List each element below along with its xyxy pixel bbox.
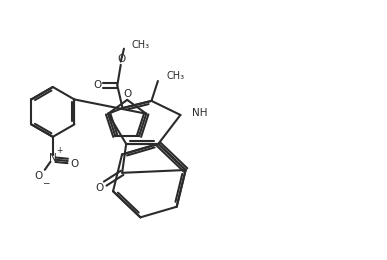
- Text: O: O: [34, 171, 43, 181]
- Text: O: O: [117, 54, 126, 64]
- Text: O: O: [93, 80, 101, 90]
- Text: O: O: [123, 89, 131, 99]
- Text: −: −: [42, 178, 50, 187]
- Text: NH: NH: [192, 108, 207, 118]
- Text: +: +: [57, 146, 63, 155]
- Text: O: O: [70, 159, 78, 169]
- Text: N: N: [48, 153, 56, 163]
- Text: CH₃: CH₃: [167, 71, 185, 81]
- Text: O: O: [96, 184, 104, 193]
- Text: CH₃: CH₃: [131, 40, 149, 50]
